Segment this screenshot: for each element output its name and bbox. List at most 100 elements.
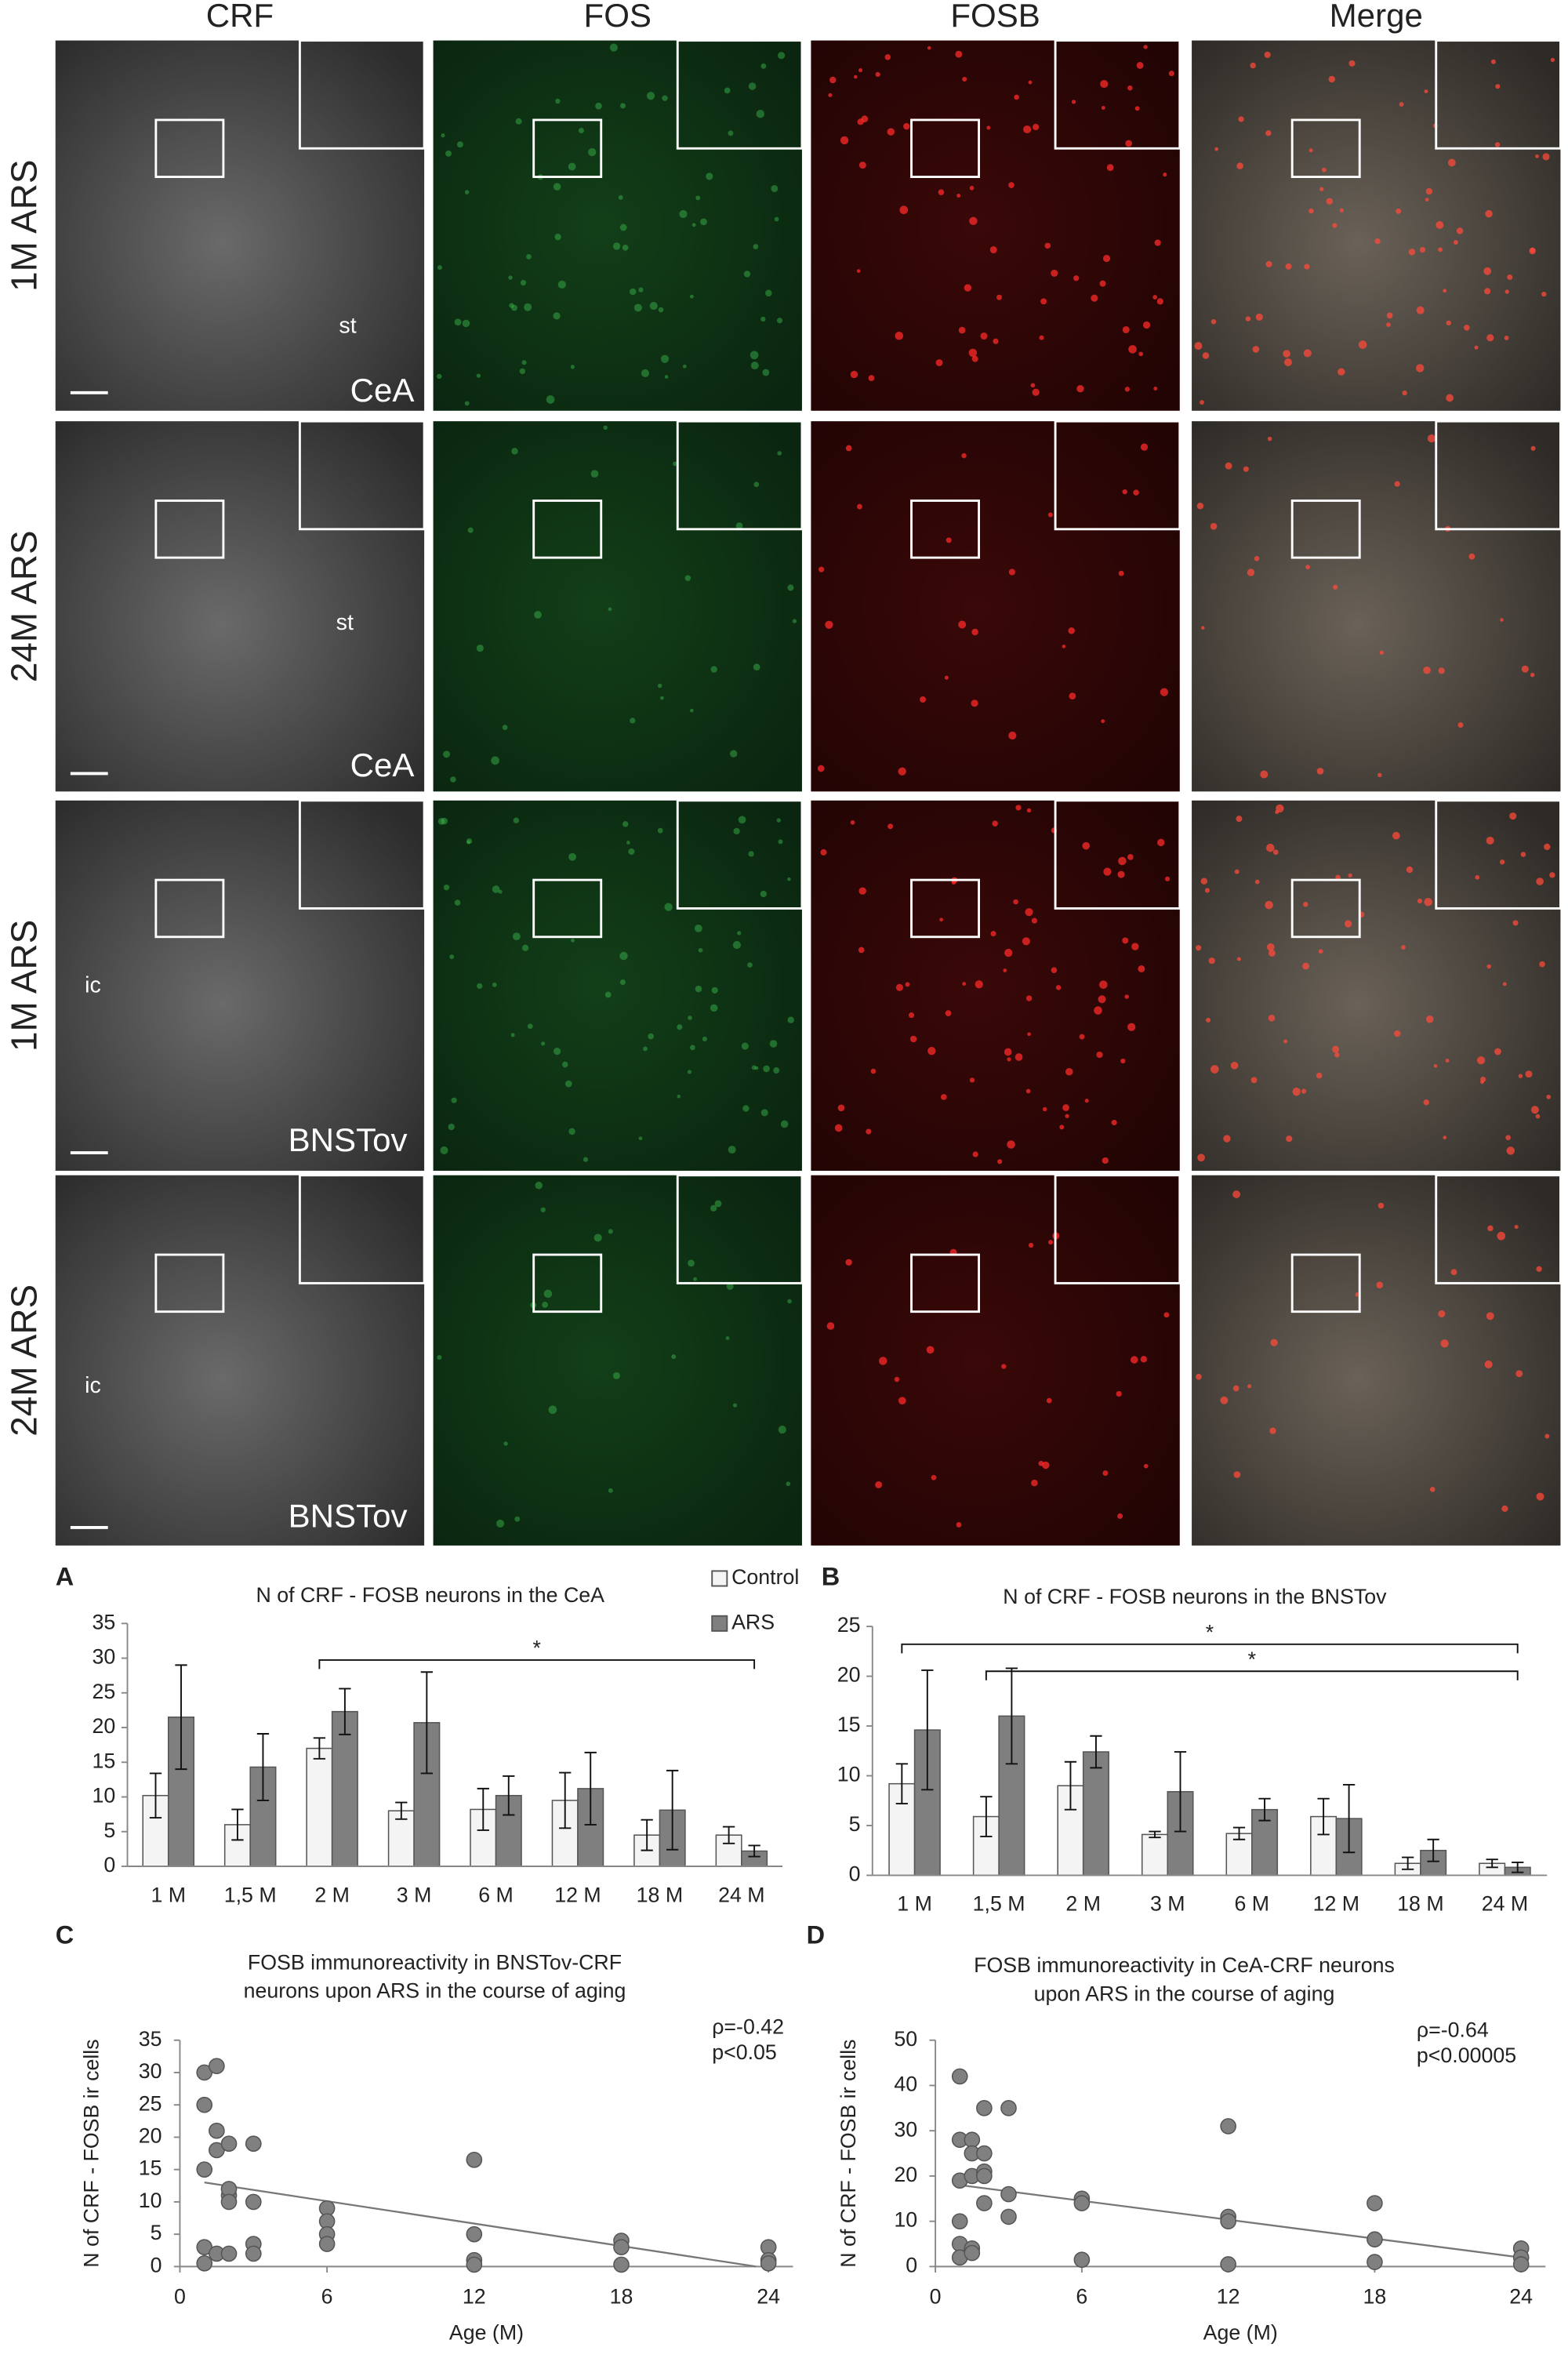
y-tick-label: 30 [92, 1645, 115, 1669]
cell-signal [498, 889, 503, 894]
cell-signal [1494, 1048, 1501, 1055]
cell-signal [737, 931, 742, 936]
cell-signal [738, 816, 746, 824]
error-bar [1064, 1760, 1077, 1811]
cell-signal [1208, 957, 1215, 965]
cell-signal [608, 1229, 613, 1234]
column-header: FOSB [950, 0, 1040, 34]
significance-bracket [985, 1670, 1519, 1680]
cell-signal [760, 890, 767, 898]
row-label: 1M ARS [4, 920, 45, 1052]
y-tick-label: 5 [103, 1818, 115, 1842]
data-point [951, 2068, 968, 2085]
cell-signal [1046, 1397, 1052, 1404]
cell-signal [1042, 1461, 1050, 1470]
cell-signal [515, 118, 522, 125]
cell-signal [1546, 1095, 1552, 1099]
micrograph [811, 1175, 1180, 1546]
data-point [964, 2131, 981, 2149]
error-bar [748, 1844, 760, 1858]
cell-signal [1004, 1048, 1012, 1056]
cell-signal [1316, 768, 1324, 775]
cell-signal [1055, 985, 1062, 990]
micrograph [433, 40, 802, 411]
cell-signal [714, 1200, 722, 1208]
chart-title: upon ARS in the course of aging [1034, 1982, 1335, 2005]
cell-signal [993, 338, 999, 344]
micrograph [433, 800, 802, 1171]
cell-signal [711, 986, 718, 994]
cell-signal [1438, 1310, 1446, 1317]
cell-signal [898, 1397, 906, 1405]
cell-signal [753, 481, 760, 488]
cell-signal [1419, 246, 1426, 253]
cell-signal [1440, 1339, 1449, 1348]
cell-signal [1500, 618, 1504, 622]
cell-signal [1008, 569, 1015, 576]
cell-signal [510, 1033, 515, 1037]
cell-signal [878, 1357, 887, 1365]
data-point [951, 2213, 968, 2229]
cell-signal [778, 839, 783, 845]
cell-signal [1536, 1266, 1542, 1272]
cell-signal [595, 102, 602, 110]
error-bar [980, 1796, 993, 1837]
cell-signal [837, 1104, 845, 1112]
cell-signal [1499, 859, 1505, 865]
cell-signal [534, 611, 542, 619]
roi-box [910, 1253, 980, 1313]
cell-signal [750, 351, 759, 360]
cell-signal [786, 1481, 791, 1487]
cell-signal [1014, 94, 1019, 100]
cell-signal [1266, 943, 1275, 951]
cell-signal [1487, 1225, 1494, 1232]
cell-signal [834, 1124, 843, 1132]
error-bar [1090, 1735, 1102, 1769]
x-tick-label: 1,5 M [224, 1883, 277, 1906]
cell-signal [971, 355, 978, 362]
cell-signal [1424, 898, 1432, 907]
cell-signal [1443, 1135, 1447, 1140]
data-point [1000, 2100, 1017, 2116]
cell-signal [1101, 105, 1105, 110]
cell-signal [850, 370, 858, 379]
data-point [209, 2122, 225, 2139]
cell-signal [1007, 1057, 1011, 1062]
data-point [613, 2239, 630, 2255]
cell-signal [1518, 1074, 1523, 1078]
cell-signal [553, 312, 561, 320]
cell-signal [1118, 856, 1127, 866]
cell-signal [884, 54, 891, 60]
cell-signal [467, 527, 474, 533]
x-tick-label: 2 M [1065, 1892, 1101, 1916]
cell-signal [1254, 556, 1260, 561]
cell-signal [643, 1046, 648, 1052]
cell-signal [1025, 1088, 1031, 1094]
cell-signal [1495, 84, 1501, 89]
cell-signal [969, 216, 978, 226]
cell-signal [1157, 838, 1165, 847]
data-point [760, 2254, 777, 2272]
cell-signal [437, 1354, 442, 1361]
cell-signal [511, 448, 518, 455]
cell-signal [1344, 920, 1352, 928]
cell-signal [1303, 349, 1312, 358]
cell-signal [568, 852, 576, 861]
y-tick-label: 20 [139, 2124, 162, 2148]
significance-bracket [901, 1643, 1519, 1654]
cell-signal [756, 109, 765, 118]
cell-signal [570, 365, 575, 369]
y-tick-label: 0 [103, 1853, 115, 1877]
cell-signal [845, 445, 852, 452]
inset [676, 799, 804, 910]
cell-signal [760, 63, 767, 69]
cell-signal [1480, 1080, 1484, 1085]
cell-signal [1245, 316, 1251, 322]
cell-signal [956, 1522, 962, 1528]
cell-signal [688, 1016, 692, 1020]
cell-signal [787, 1016, 794, 1023]
y-tick-label: 30 [139, 2059, 162, 2083]
cell-signal [856, 269, 861, 273]
x-tick-label: 18 M [637, 1883, 683, 1906]
cell-signal [1539, 961, 1545, 968]
